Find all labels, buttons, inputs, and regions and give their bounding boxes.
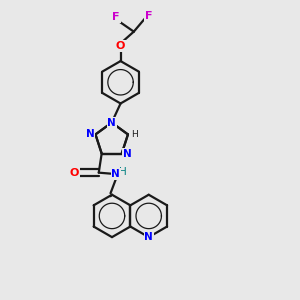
Text: F: F	[112, 13, 120, 22]
Text: H: H	[131, 130, 138, 139]
Text: N: N	[107, 118, 116, 128]
Text: N: N	[144, 232, 153, 242]
Text: F: F	[145, 11, 152, 21]
Text: N: N	[86, 129, 94, 140]
Text: H: H	[119, 167, 127, 177]
Text: O: O	[116, 41, 125, 51]
Text: N: N	[111, 169, 120, 179]
Text: N: N	[123, 148, 131, 158]
Text: O: O	[70, 168, 79, 178]
